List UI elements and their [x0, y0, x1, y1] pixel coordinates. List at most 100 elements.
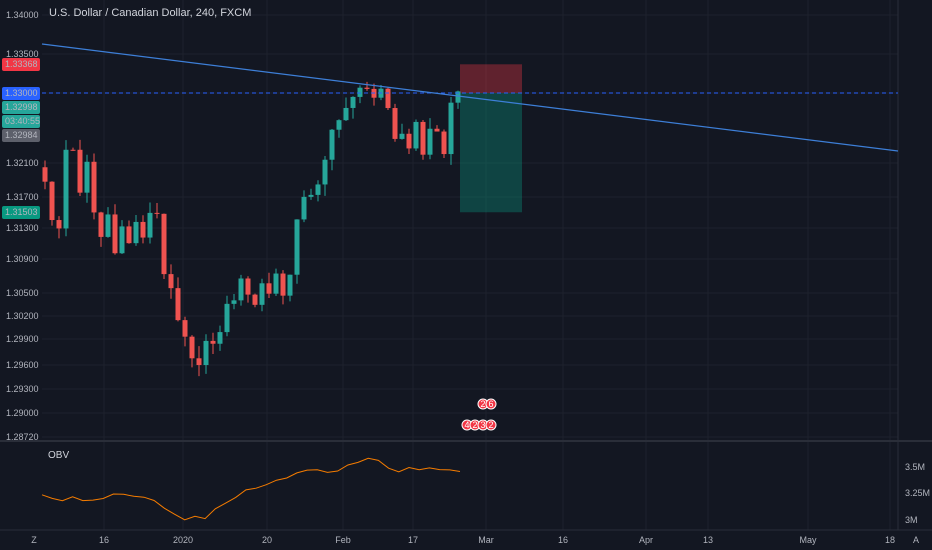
stop-zone	[460, 64, 522, 93]
price-tick-label: 1.33500	[6, 49, 39, 59]
candle-body	[280, 273, 286, 296]
candle-body	[49, 181, 55, 221]
price-tick-label: 1.28720	[6, 432, 39, 442]
candle-body	[42, 167, 48, 182]
time-tick-label: 18	[885, 535, 895, 545]
candle-body	[434, 128, 440, 132]
candle-body	[315, 184, 321, 195]
time-tick-label: May	[799, 535, 817, 545]
candle-body	[399, 133, 405, 139]
candle-body	[154, 212, 160, 214]
obv-tick-label: 3.5M	[905, 462, 925, 472]
candle-body	[77, 149, 83, 193]
candle-body	[196, 358, 202, 366]
candle-body	[217, 332, 223, 344]
candle-body	[301, 196, 307, 220]
time-tick-label: 20	[262, 535, 272, 545]
candle-body	[210, 340, 216, 344]
chart-title: U.S. Dollar / Canadian Dollar, 240, FXCM	[49, 7, 252, 19]
time-tick-label: A	[913, 535, 919, 545]
candle-body	[350, 96, 356, 108]
candle-body	[329, 129, 335, 160]
candle-body	[294, 219, 300, 275]
candle-body	[182, 320, 188, 337]
price-tag	[2, 87, 40, 100]
price-tick-label: 1.34000	[6, 10, 39, 20]
time-tick-label: 13	[703, 535, 713, 545]
candle-body	[189, 336, 195, 359]
candle-body	[357, 87, 363, 97]
price-tag	[2, 101, 40, 114]
candle-body	[364, 87, 370, 89]
trend-line	[41, 43, 899, 152]
candle-body	[175, 288, 181, 321]
candle-body	[84, 161, 90, 193]
badge-count: 6	[488, 399, 493, 409]
candle-body	[126, 226, 132, 244]
candle-body	[385, 88, 391, 109]
target-zone	[460, 93, 522, 213]
candle-body	[343, 107, 349, 121]
time-tick-label: Mar	[478, 535, 494, 545]
candle-body	[70, 149, 76, 151]
candle-body	[336, 120, 342, 130]
candle-body	[273, 273, 279, 294]
badge-count: 2	[472, 420, 477, 430]
price-tick-label: 1.32100	[6, 158, 39, 168]
candle-body	[161, 213, 167, 275]
badge-count: 3	[480, 420, 485, 430]
price-tick-label: 1.31300	[6, 223, 39, 233]
candle-body	[392, 108, 398, 139]
badge-count: 4	[464, 420, 469, 430]
event-badge: 2	[485, 419, 497, 431]
price-tick-label: 1.29600	[6, 360, 39, 370]
drawings[interactable]	[41, 43, 899, 152]
candle-body	[147, 212, 153, 238]
price-tick-label: 1.30200	[6, 311, 39, 321]
obv-line	[41, 457, 461, 521]
badge-count: 2	[488, 420, 493, 430]
price-tick-label: 1.30900	[6, 254, 39, 264]
candle-body	[266, 283, 272, 294]
price-tick-label: 1.29300	[6, 384, 39, 394]
price-tick-label: 1.29000	[6, 408, 39, 418]
candle-body	[413, 121, 419, 149]
time-axis[interactable]: Z 16 2020 20 Feb 17 Mar 16 Apr 13 May 18 A	[31, 535, 919, 545]
obv-tick-label: 3M	[905, 515, 918, 525]
candle-body	[98, 212, 104, 237]
price-tag-label: 1.32984	[5, 130, 38, 140]
time-tick-label: 16	[99, 535, 109, 545]
short-position-tool[interactable]	[460, 64, 522, 213]
price-tag	[2, 115, 40, 128]
price-tags: 1.33368 1.33000 1.32998 03:40:55 1.32984 1.31…	[2, 58, 40, 219]
price-tag-label: 1.32998	[5, 102, 38, 112]
candle-body	[448, 102, 454, 155]
candle-body	[112, 214, 118, 254]
candle-body	[63, 149, 69, 229]
candle-body	[252, 294, 258, 305]
obv-tick-label: 3.25M	[905, 488, 930, 498]
price-tick-label: 1.29900	[6, 334, 39, 344]
candle-body	[91, 161, 97, 213]
price-tag-label: 03:40:55	[5, 116, 40, 126]
price-tag-label: 1.33000	[5, 88, 38, 98]
price-tag	[2, 58, 40, 71]
time-tick-label: 17	[408, 535, 418, 545]
candle-body	[455, 91, 461, 103]
obv-label: OBV	[48, 450, 70, 461]
price-tick-label: 1.31700	[6, 192, 39, 202]
price-tag-label: 1.33368	[5, 59, 38, 69]
time-tick-label: Feb	[335, 535, 351, 545]
candle-body	[56, 220, 62, 229]
candle-body	[287, 274, 293, 296]
badge-circle	[485, 419, 497, 431]
obv-axis[interactable]: 3.5M 3.25M 3M	[905, 462, 930, 525]
time-tick-label: Apr	[639, 535, 653, 545]
event-badges[interactable]: 2 64 2 3 2	[461, 398, 497, 431]
price-tag-label: 1.31503	[5, 207, 38, 217]
candle-body	[238, 278, 244, 301]
badge-count: 2	[480, 399, 485, 409]
candle-body	[105, 214, 111, 237]
time-tick-label: 2020	[173, 535, 193, 545]
